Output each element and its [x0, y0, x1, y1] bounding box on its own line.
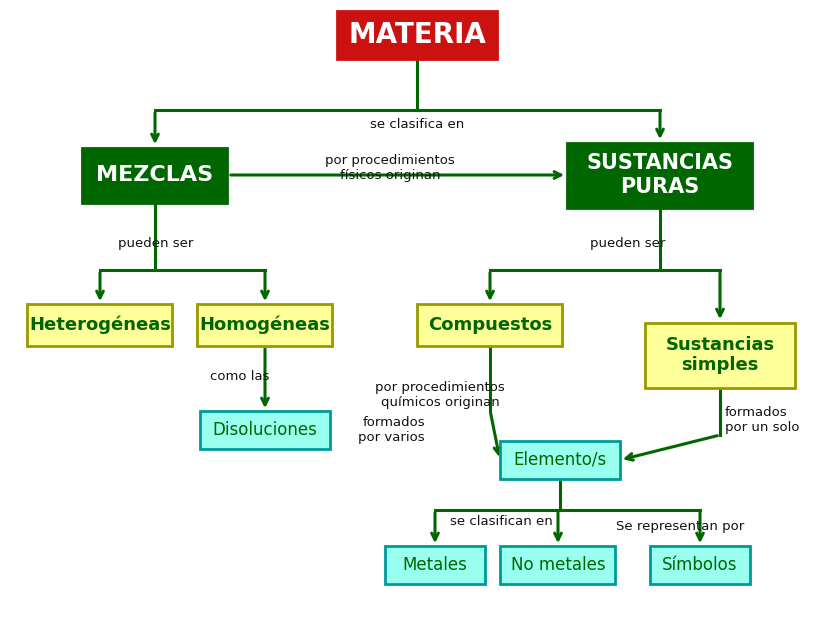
Text: Disoluciones: Disoluciones	[213, 421, 318, 439]
FancyBboxPatch shape	[500, 441, 620, 479]
FancyBboxPatch shape	[567, 143, 752, 208]
Text: se clasifican en: se clasifican en	[450, 515, 553, 528]
FancyBboxPatch shape	[645, 322, 795, 388]
FancyBboxPatch shape	[418, 304, 562, 346]
FancyBboxPatch shape	[337, 11, 497, 59]
Text: pueden ser: pueden ser	[590, 237, 665, 250]
FancyBboxPatch shape	[28, 304, 173, 346]
Text: Homogéneas: Homogéneas	[199, 316, 330, 334]
FancyBboxPatch shape	[198, 304, 333, 346]
Text: Símbolos: Símbolos	[662, 556, 738, 574]
Text: Elemento/s: Elemento/s	[514, 451, 606, 469]
Text: se clasifica en: se clasifica en	[369, 118, 465, 131]
Text: SUSTANCIAS
PURAS: SUSTANCIAS PURAS	[586, 153, 733, 197]
Text: Metales: Metales	[403, 556, 467, 574]
FancyBboxPatch shape	[385, 546, 485, 584]
FancyBboxPatch shape	[83, 148, 228, 203]
Text: como las: como las	[210, 370, 269, 383]
FancyBboxPatch shape	[650, 546, 750, 584]
Text: por procedimientos
físicos originan: por procedimientos físicos originan	[325, 154, 455, 182]
Text: Compuestos: Compuestos	[428, 316, 552, 334]
Text: Se representan por: Se representan por	[615, 520, 744, 533]
Text: pueden ser: pueden ser	[118, 237, 193, 250]
Text: MATERIA: MATERIA	[348, 21, 486, 49]
Text: MEZCLAS: MEZCLAS	[97, 165, 214, 185]
Text: Sustancias
simples: Sustancias simples	[666, 335, 775, 374]
FancyBboxPatch shape	[500, 546, 615, 584]
Text: Heterogéneas: Heterogéneas	[29, 316, 171, 334]
Text: No metales: No metales	[510, 556, 605, 574]
Text: formados
por un solo: formados por un solo	[725, 406, 800, 434]
FancyBboxPatch shape	[200, 411, 330, 449]
Text: formados
por varios: formados por varios	[359, 416, 425, 444]
Text: por procedimientos
químicos originan: por procedimientos químicos originan	[375, 381, 505, 409]
